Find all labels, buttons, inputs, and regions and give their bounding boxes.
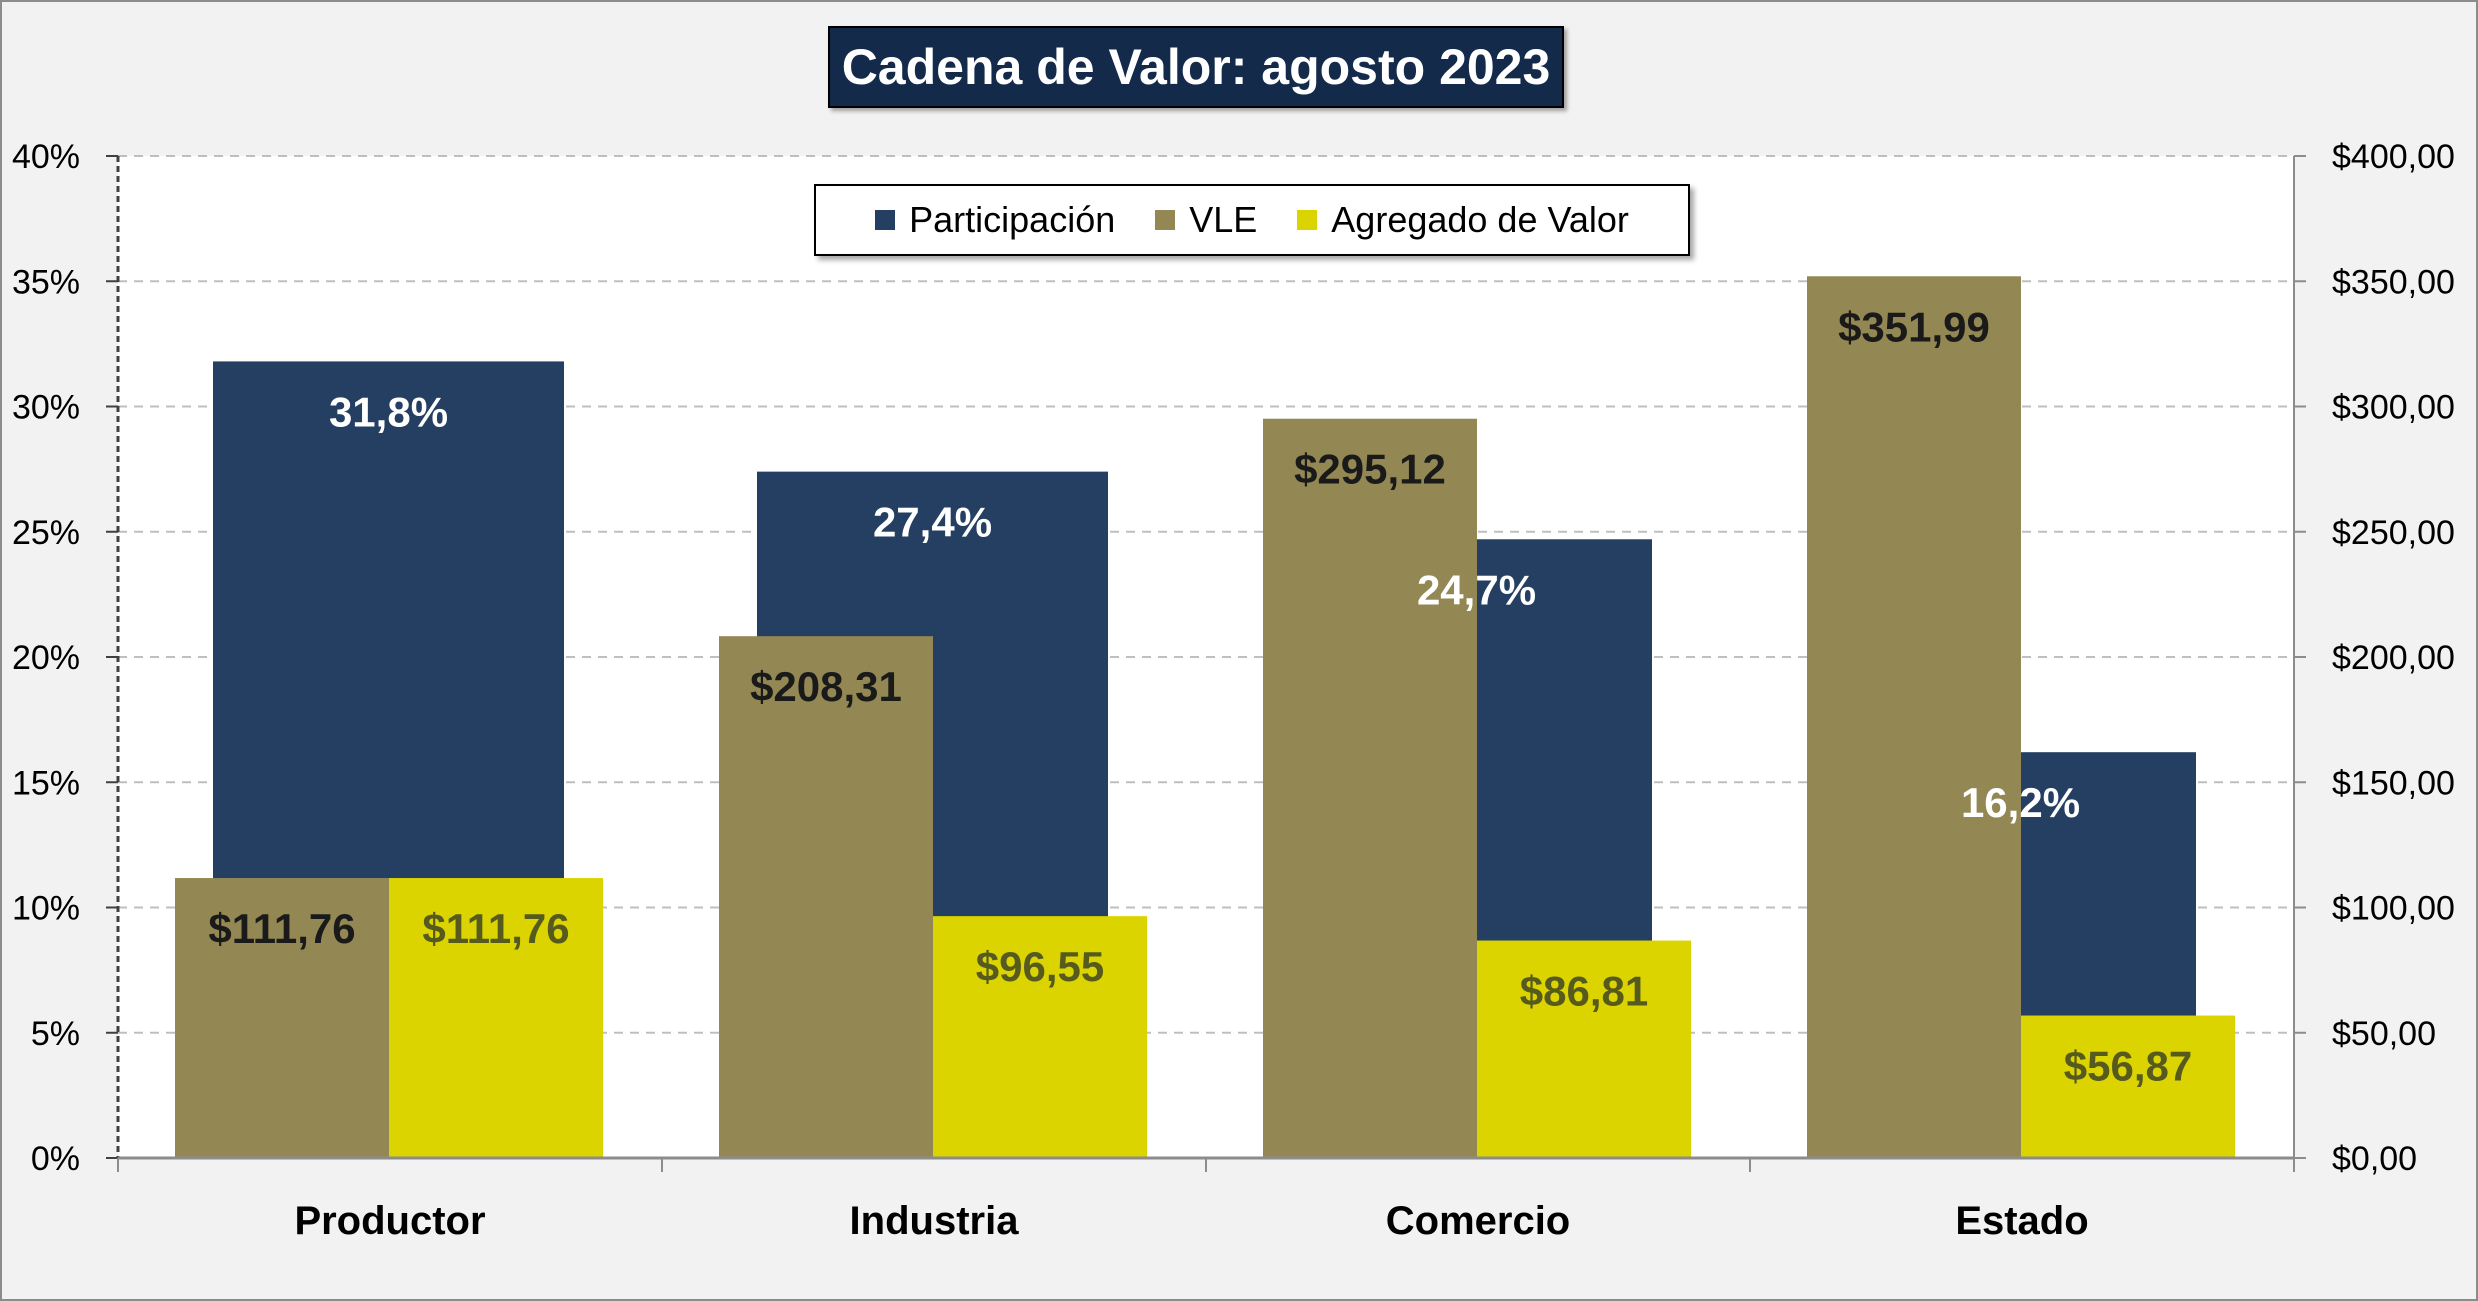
data-label-vle: $295,12	[1294, 446, 1446, 493]
y-right-tick-label: $250,00	[2332, 514, 2455, 552]
y-left-tick-label: 20%	[12, 639, 80, 677]
y-right-tick-label: $400,00	[2332, 138, 2455, 176]
data-label-agregado: $86,81	[1520, 968, 1648, 1015]
y-right-tick-label: $350,00	[2332, 263, 2455, 301]
bar-agregado	[1477, 940, 1691, 1158]
data-label-vle: $208,31	[750, 663, 902, 710]
y-left-tick-label: 40%	[12, 138, 80, 176]
y-left-tick-label: 30%	[12, 389, 80, 427]
legend-item-vle: VLE	[1155, 199, 1257, 241]
y-right-tick-label: $50,00	[2332, 1015, 2436, 1053]
legend-item-agregado: Agregado de Valor	[1297, 199, 1629, 241]
y-left-tick-label: 25%	[12, 514, 80, 552]
legend-swatch-agregado	[1297, 210, 1318, 230]
data-label-agregado: $56,87	[2064, 1043, 2192, 1090]
y-right-tick-label: $150,00	[2332, 764, 2455, 802]
axes: 0% 5% 10% 15% 20% 25% 30% 35% 40% $0,00 $50,00 $100…	[12, 138, 2455, 1243]
bar-agregado	[389, 878, 603, 1158]
chart-title: Cadena de Valor: agosto 2023	[828, 26, 1564, 108]
legend-item-participacion: Participación	[875, 199, 1115, 241]
x-category-label: Estado	[1955, 1199, 2088, 1243]
legend-label-agregado: Agregado de Valor	[1331, 199, 1629, 240]
bar-vle	[1807, 276, 2021, 1159]
data-label-agregado: $111,76	[422, 905, 569, 952]
y-right-tick-label: $300,00	[2332, 389, 2455, 427]
y-left-tick-label: 5%	[31, 1015, 80, 1053]
data-label-participacion: 31,8%	[329, 388, 448, 435]
y-left-tick-label: 35%	[12, 263, 80, 301]
y-left-tick-label: 0%	[31, 1140, 80, 1178]
bar-agregado	[2021, 1015, 2235, 1158]
data-label-vle: $351,99	[1838, 303, 1990, 350]
bars	[175, 276, 2235, 1159]
bar-vle	[1263, 418, 1477, 1159]
legend-label-vle: VLE	[1189, 199, 1258, 240]
bar-agregado	[933, 916, 1147, 1158]
legend-swatch-vle	[1155, 210, 1176, 230]
y-right-tick-label: $0,00	[2332, 1140, 2417, 1178]
bar-vle	[719, 636, 933, 1158]
legend-swatch-participacion	[875, 210, 896, 230]
y-left-tick-label: 15%	[12, 764, 80, 802]
data-labels: 31,8% $111,76 $111,76 27,4% $208,31 $96,55 24,…	[208, 303, 2192, 1089]
data-label-participacion: 16,2%	[1961, 779, 2080, 826]
data-label-vle: $111,76	[208, 905, 355, 952]
legend-label-participacion: Participación	[909, 199, 1116, 240]
y-right-tick-label: $100,00	[2332, 890, 2455, 928]
bar-vle	[175, 878, 389, 1158]
data-label-participacion: 27,4%	[873, 499, 992, 546]
y-left-tick-label: 10%	[12, 890, 80, 928]
x-category-label: Industria	[850, 1199, 1020, 1243]
legend: Participación VLE Agregado de Valor	[814, 184, 1690, 256]
x-category-label: Comercio	[1386, 1199, 1571, 1243]
x-category-label: Productor	[294, 1199, 485, 1243]
data-label-agregado: $96,55	[976, 943, 1104, 990]
y-right-tick-label: $200,00	[2332, 639, 2455, 677]
data-label-participacion: 24,7%	[1417, 566, 1536, 613]
